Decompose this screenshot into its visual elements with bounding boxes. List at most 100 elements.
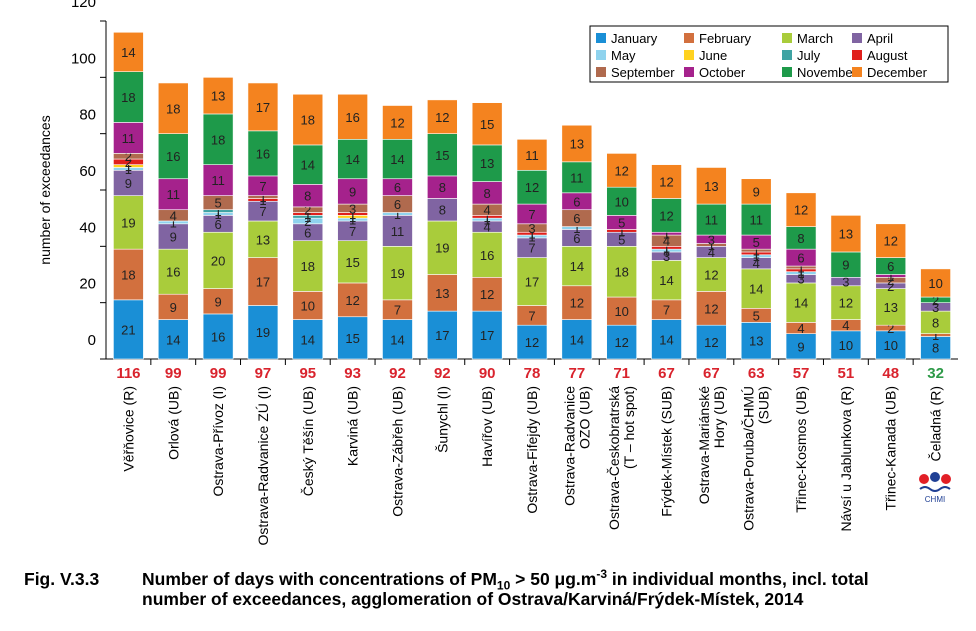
bar-segment-label: 17	[256, 100, 270, 115]
bar-segment-label: 8	[439, 203, 446, 218]
x-tick-label-line: Třinec-Kanada (UB)	[883, 386, 899, 511]
bar-segment	[157, 248, 189, 295]
x-tick-label: Věřňovice (R)	[120, 386, 136, 472]
x-tick-label: Návsí u Jablunkova (R)	[838, 386, 854, 532]
x-tick-label-line: Havířov (UB)	[479, 386, 495, 467]
bar-segment-label: 9	[214, 294, 221, 309]
bar-segment-label: 6	[214, 217, 221, 232]
bar-segment	[740, 322, 772, 360]
legend-label: March	[797, 31, 833, 46]
bar-segment	[830, 251, 862, 278]
bar-segment-label: 9	[349, 184, 356, 199]
bar-total-label: 71	[613, 365, 630, 382]
y-tick-label: 40	[79, 219, 96, 236]
bar-segment-label: 20	[211, 253, 225, 268]
bar-segment-label: 11	[122, 131, 136, 146]
legend-swatch	[684, 33, 694, 43]
bar-segment-label: 4	[170, 208, 177, 223]
x-tick-label: Český Těšín (UB)	[300, 386, 316, 496]
bar-total-label: 57	[793, 365, 810, 382]
legend-item: August	[852, 48, 908, 63]
bar-segment-label: 9	[753, 184, 760, 199]
chart-bars: 2118199112211181411614916914111618991692…	[113, 31, 951, 382]
legend-item: February	[684, 31, 752, 46]
legend-label: July	[797, 48, 821, 63]
bar-segment	[471, 231, 503, 278]
bar-segment-label: 7	[528, 308, 535, 323]
x-tick-label-line: Ostrava-Fifejdy (UB)	[524, 386, 540, 514]
bar-segment	[337, 93, 368, 140]
bar-segment-label: 3	[932, 300, 939, 315]
bar-segment	[202, 77, 234, 115]
bar-segment-label: 18	[301, 259, 315, 274]
bar-segment-label: 10	[614, 194, 628, 209]
bar-segment-label: 18	[614, 265, 628, 280]
x-tick-label-line: Frýdek-Místek (SUB)	[659, 386, 675, 517]
x-tick-label-line: Ostrava-Poruba/ČHMÚ	[741, 386, 757, 531]
bar-segment	[606, 186, 637, 216]
x-tick-label: Frýdek-Místek (SUB)	[659, 386, 675, 517]
bar-segment-label: 1	[528, 227, 535, 242]
bar-total-label: 51	[838, 365, 855, 382]
bar-segment-label: 9	[842, 258, 849, 273]
bar-segment-label: 14	[659, 273, 673, 288]
bar-segment-label: 12	[614, 163, 628, 178]
bar-segment	[247, 305, 279, 360]
x-tick-label: Ostrava-Mariánské Hory (UB)	[696, 386, 727, 504]
x-axis-labels: Věřňovice (R) Orlová (UB) Ostrava-Přívoz (…	[120, 386, 943, 546]
bar-segment	[696, 167, 727, 205]
bar-segment-label: 14	[121, 45, 135, 60]
x-tick-label-line: Věřňovice (R)	[120, 386, 136, 472]
x-tick-label-line: Český Těšín (UB)	[300, 386, 316, 496]
legend-item: June	[684, 48, 727, 63]
bar-segment-label: 9	[797, 339, 804, 354]
bar-segment-label: 2	[887, 279, 894, 294]
legend-label: October	[699, 65, 746, 80]
bar-segment-label: 10	[301, 298, 315, 313]
bar-segment-label: 14	[794, 296, 808, 311]
bar-segment-label: 8	[439, 180, 446, 195]
bar-segment	[113, 31, 144, 73]
bar-segment-label: 7	[259, 179, 266, 194]
bar-segment-label: 6	[394, 180, 401, 195]
bar-segment-label: 16	[480, 248, 494, 263]
bar-segment	[561, 161, 593, 194]
bar-segment-label: 1	[349, 207, 356, 222]
bar-segment-label: 1	[394, 207, 401, 222]
bar-segment	[202, 313, 234, 360]
bar-segment-label: 12	[570, 296, 584, 311]
bar-segment-label: 3	[708, 232, 715, 247]
bar-segment-label: 4	[708, 245, 715, 260]
bar-segment-label: 11	[391, 224, 405, 239]
legend-swatch	[782, 33, 792, 43]
bar-segment-label: 2	[125, 155, 132, 170]
bar-segment-label: 8	[304, 189, 311, 204]
bar-segment	[202, 164, 234, 196]
legend-label: April	[867, 31, 893, 46]
bar-segment-label: 13	[884, 300, 898, 315]
bar-segment-label: 1	[484, 213, 491, 228]
bar-segment-label: 1	[887, 269, 894, 284]
bar-segment-label: 16	[345, 110, 359, 125]
bar-segment	[113, 122, 144, 154]
bar-segment-label: 3	[663, 249, 670, 264]
x-tick-label-line: (T – hot spot)	[621, 386, 637, 469]
x-tick-label: Ostrava-Zábřeh (UB)	[389, 386, 405, 517]
bar-total-label: 92	[434, 365, 451, 382]
bar-segment	[157, 178, 189, 211]
legend-label: August	[867, 48, 908, 63]
bar-segment	[382, 246, 413, 301]
bar-segment-label: 14	[749, 282, 763, 297]
bar-segment-label: 13	[839, 227, 853, 242]
bar-segment	[696, 291, 727, 326]
bar-segment-label: 13	[211, 89, 225, 104]
bar-segment	[651, 260, 682, 301]
bar-segment-label: 1	[753, 249, 760, 264]
bar-segment	[202, 288, 234, 315]
bar-segment-label: 4	[842, 318, 849, 333]
x-tick-label-line: OZO (UB)	[576, 386, 592, 449]
bar-segment-label: 2	[932, 293, 939, 308]
bar-segment-label: 5	[618, 232, 625, 247]
legend-label: January	[611, 31, 658, 46]
